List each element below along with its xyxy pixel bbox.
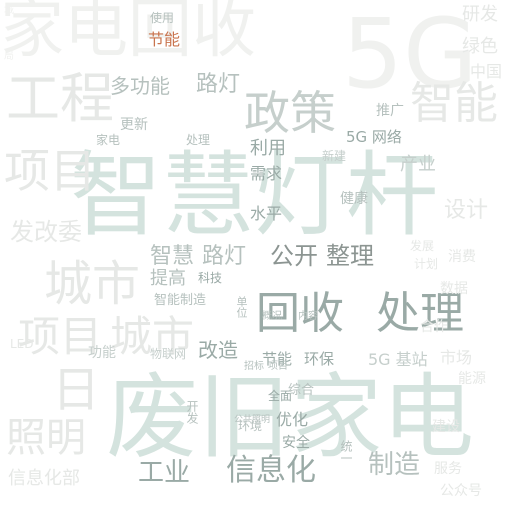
- word: 绿色: [462, 36, 498, 57]
- word: 能源: [458, 371, 486, 387]
- word: 公众号: [440, 483, 482, 499]
- word: 日: [52, 362, 101, 418]
- word: 5G: [342, 0, 478, 110]
- word: 废旧家电: [106, 364, 475, 471]
- word: 处理: [186, 133, 211, 147]
- word: 5G 基站: [368, 350, 428, 369]
- word: 市场: [440, 348, 473, 367]
- word: 整理: [326, 242, 374, 270]
- word: 节能: [262, 350, 293, 368]
- word: 提高: [150, 268, 186, 289]
- word: 信息化: [226, 453, 316, 488]
- word: 计划: [414, 257, 439, 271]
- word: 利用: [250, 138, 286, 159]
- word: 研发: [462, 4, 498, 25]
- word: 环保: [304, 350, 335, 368]
- word: 城: [4, 5, 14, 16]
- word: 优化: [276, 410, 309, 429]
- word: 智慧: [150, 244, 195, 269]
- word: 全面: [268, 389, 293, 403]
- word: 新建: [322, 149, 347, 163]
- word: 概况: [262, 311, 282, 322]
- word: 局: [4, 51, 14, 62]
- word: 单位: [235, 296, 248, 318]
- word: 产业: [400, 154, 436, 175]
- word: 智能制造: [154, 293, 207, 308]
- word: 工程: [6, 67, 114, 130]
- word: 节能: [148, 30, 181, 49]
- word: 综合: [288, 383, 315, 398]
- word: 工业: [138, 458, 191, 488]
- word: 政策: [244, 86, 336, 140]
- word: 建设: [432, 419, 460, 435]
- word: 统一: [339, 440, 353, 464]
- word: 合作: [420, 319, 448, 335]
- word: 发展: [410, 239, 435, 253]
- word: 内容: [298, 311, 318, 322]
- word: 制造: [368, 450, 421, 480]
- word: 需求: [250, 164, 283, 183]
- word: 服务: [434, 461, 462, 477]
- word: 智慧灯杆: [70, 142, 439, 249]
- word: LED: [10, 337, 34, 351]
- word: 项目: [268, 361, 288, 372]
- word: 城市: [110, 312, 195, 361]
- word: 智能: [410, 78, 498, 129]
- word: 中国: [470, 62, 503, 81]
- word: 招标: [244, 361, 264, 372]
- word: 家电: [96, 133, 121, 147]
- word: 处理: [376, 288, 464, 339]
- word: 家电回收: [0, 0, 256, 67]
- word: 路灯: [196, 72, 241, 97]
- word: 路灯: [202, 244, 247, 269]
- word: 开发: [185, 400, 199, 424]
- word: 改造: [198, 338, 238, 362]
- word: 多功能: [110, 74, 170, 98]
- word: 公共照明: [234, 415, 271, 425]
- word: 使用: [150, 11, 175, 25]
- word: 发改委: [10, 218, 82, 246]
- word: 项目: [18, 312, 103, 361]
- word: 消费: [448, 249, 476, 265]
- word: 5G 网络: [346, 128, 402, 146]
- word: 功能: [88, 345, 116, 361]
- word: 数据: [440, 281, 468, 297]
- word: 项目: [4, 144, 96, 198]
- word: 回收: [256, 288, 344, 339]
- word: 城市: [44, 256, 141, 312]
- word: 推广: [376, 103, 404, 119]
- word: 安全: [282, 435, 310, 451]
- word: 物联网: [150, 347, 187, 361]
- word: 信息化部: [8, 468, 80, 489]
- word: 公开: [270, 242, 318, 270]
- word: 更新: [120, 117, 148, 133]
- word: 设计: [444, 198, 489, 223]
- word: 科技: [198, 271, 223, 285]
- word: 环境: [238, 419, 263, 433]
- word: 水平: [250, 204, 283, 223]
- word: 照明: [6, 415, 86, 461]
- word: 健康: [340, 191, 368, 207]
